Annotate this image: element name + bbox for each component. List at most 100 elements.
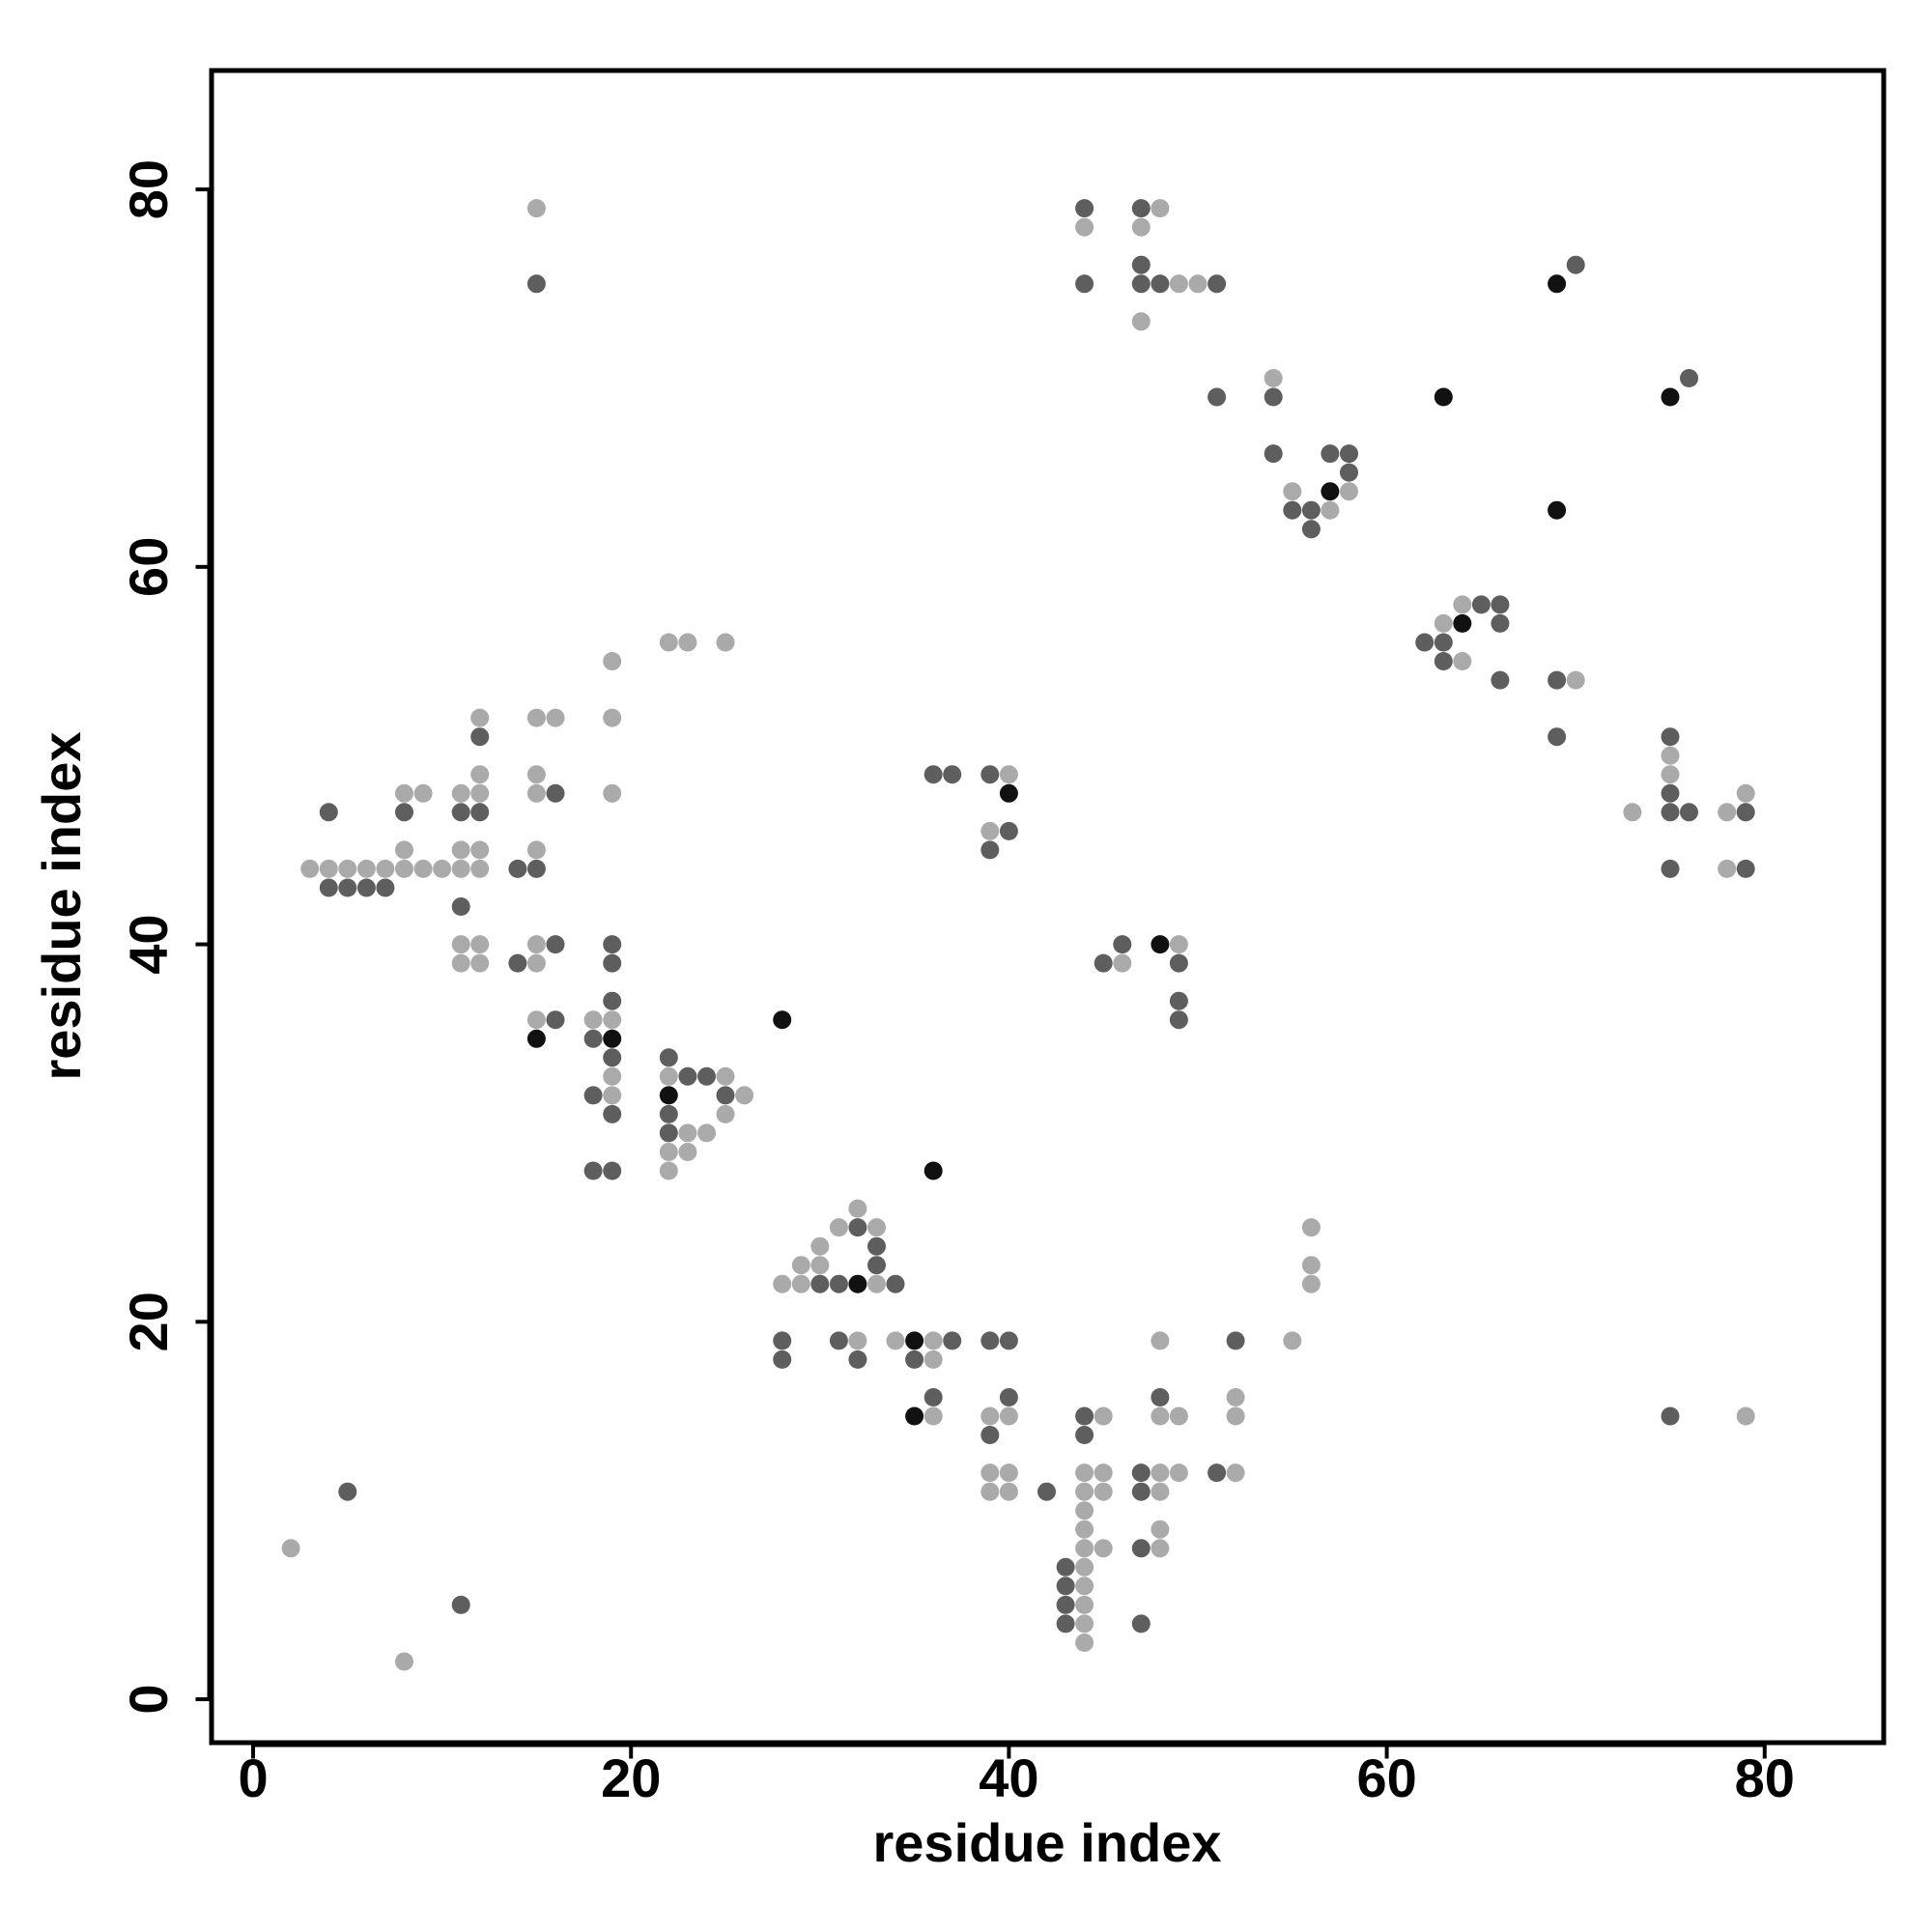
- contact-point-dark: [1548, 274, 1567, 294]
- contact-point-light: [999, 1463, 1018, 1483]
- contact-point-medium: [1131, 1539, 1151, 1558]
- contact-point-medium: [603, 953, 622, 973]
- contact-point-light: [1264, 369, 1283, 387]
- contact-point-medium: [1566, 255, 1585, 274]
- contact-point-dark: [526, 1029, 546, 1048]
- x-tick-label: 60: [1356, 1747, 1416, 1808]
- contact-point-light: [867, 1218, 886, 1237]
- contact-point-light: [451, 859, 470, 878]
- contact-point-light: [470, 953, 490, 973]
- contact-point-medium: [829, 1274, 848, 1293]
- contact-point-light: [1075, 1463, 1094, 1483]
- contact-point-light: [1151, 1331, 1170, 1350]
- contact-point-light: [1321, 500, 1340, 520]
- contact-point-dark: [1548, 500, 1567, 520]
- contact-point-dark: [659, 1086, 678, 1105]
- contact-point-medium: [451, 803, 470, 822]
- x-tick-label: 80: [1735, 1747, 1795, 1808]
- contact-point-light: [1075, 1557, 1094, 1577]
- y-tick-label: 40: [118, 914, 179, 974]
- contact-point-light: [1151, 1520, 1170, 1539]
- contact-point-medium: [338, 878, 357, 897]
- contact-point-medium: [1680, 803, 1698, 822]
- contact-point-light: [1094, 1482, 1113, 1501]
- contact-point-medium: [886, 1274, 905, 1293]
- contact-point-light: [1075, 1520, 1094, 1539]
- contact-point-light: [451, 783, 470, 803]
- contact-point-medium: [338, 1482, 357, 1501]
- contact-point-light: [659, 1161, 678, 1180]
- contact-point-medium: [470, 803, 490, 822]
- contact-point-medium: [1340, 444, 1358, 464]
- contact-point-light: [1151, 1539, 1170, 1558]
- contact-point-light: [999, 1406, 1018, 1426]
- contact-point-light: [1169, 1463, 1188, 1483]
- contact-point-medium: [1131, 1614, 1151, 1634]
- contact-point-light: [999, 1482, 1018, 1501]
- contact-point-light: [470, 840, 490, 860]
- contact-point-light: [1736, 783, 1755, 803]
- contact-point-light: [470, 708, 490, 727]
- contact-point-light: [1075, 1539, 1094, 1558]
- contact-point-light: [659, 1066, 678, 1086]
- contact-point-medium: [526, 859, 546, 878]
- contact-point-dark: [1321, 482, 1340, 501]
- contact-point-medium: [810, 1274, 830, 1293]
- contact-point-light: [1151, 1406, 1170, 1426]
- contact-point-light: [659, 1143, 678, 1161]
- contact-point-light: [413, 859, 433, 878]
- contact-point-medium: [980, 765, 1000, 784]
- contact-point-dark: [1661, 387, 1680, 407]
- contact-point-light: [1453, 652, 1472, 670]
- contact-point-medium: [603, 1161, 622, 1180]
- contact-point-light: [300, 859, 320, 878]
- contact-point-medium: [659, 1048, 678, 1067]
- contact-point-light: [659, 633, 678, 652]
- contact-point-dark: [999, 783, 1018, 803]
- contact-point-light: [413, 783, 433, 803]
- contact-point-medium: [1661, 803, 1680, 822]
- contact-point-light: [716, 633, 735, 652]
- contact-point-light: [526, 765, 546, 784]
- contact-point-light: [603, 1066, 622, 1086]
- y-tick-label: 20: [118, 1292, 179, 1351]
- contact-point-light: [678, 633, 697, 652]
- contact-point-medium: [376, 878, 395, 897]
- contact-point-light: [923, 1406, 943, 1426]
- contact-point-light: [980, 1482, 1000, 1501]
- y-tick-label: 80: [118, 159, 179, 219]
- contact-point-medium: [1471, 595, 1491, 614]
- contact-point-medium: [1434, 633, 1453, 652]
- contact-point-medium: [395, 803, 413, 822]
- y-axis: 0 20 40 60 80: [118, 159, 212, 1715]
- contact-point-medium: [1169, 1010, 1188, 1030]
- x-axis-title: residue index: [872, 1812, 1221, 1873]
- contact-point-light: [1113, 953, 1132, 973]
- contact-point-light: [980, 1463, 1000, 1483]
- contact-point-light: [1169, 935, 1188, 954]
- contact-point-medium: [1264, 387, 1283, 407]
- contact-point-light: [678, 1143, 697, 1161]
- contact-point-medium: [980, 1426, 1000, 1444]
- contact-point-medium: [1075, 1406, 1094, 1426]
- contact-point-light: [678, 1123, 697, 1143]
- contact-point-medium: [319, 803, 338, 822]
- contact-point-light: [1453, 595, 1472, 614]
- contact-point-light: [1075, 1577, 1094, 1596]
- contact-point-light: [470, 783, 490, 803]
- contact-point-light: [526, 708, 546, 727]
- contact-point-medium: [848, 1218, 867, 1237]
- contact-point-dark: [773, 1010, 792, 1030]
- contact-point-light: [1623, 803, 1642, 822]
- contact-point-medium: [451, 897, 470, 916]
- contact-point-light: [470, 935, 490, 954]
- contact-point-light: [735, 1086, 754, 1105]
- contact-point-light: [603, 652, 622, 670]
- contact-point-medium: [659, 1104, 678, 1123]
- contact-point-medium: [526, 274, 546, 294]
- contact-point-medium: [470, 727, 490, 747]
- contact-point-medium: [1208, 274, 1227, 294]
- contact-point-light: [1283, 1331, 1302, 1350]
- contact-point-light: [376, 859, 395, 878]
- contact-point-light: [1094, 1406, 1113, 1426]
